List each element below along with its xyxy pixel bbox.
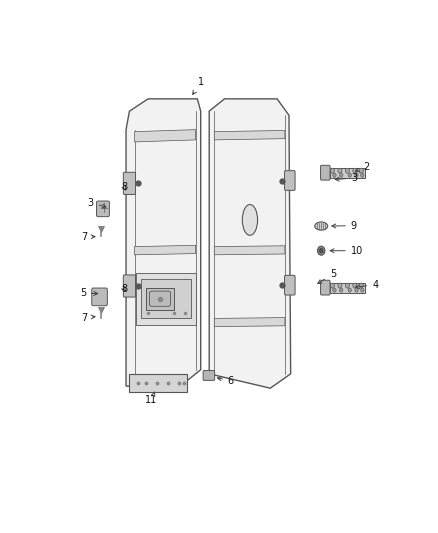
FancyBboxPatch shape [124, 275, 135, 297]
Polygon shape [136, 273, 196, 325]
Text: 2: 2 [355, 163, 370, 172]
Text: 5: 5 [80, 288, 98, 298]
Text: 3: 3 [88, 198, 106, 208]
Text: 3: 3 [335, 173, 358, 183]
Polygon shape [130, 374, 187, 392]
Circle shape [338, 283, 342, 288]
Polygon shape [214, 131, 285, 140]
Text: 8: 8 [121, 284, 127, 294]
Circle shape [330, 283, 335, 288]
Circle shape [330, 168, 335, 173]
Circle shape [318, 246, 325, 255]
Circle shape [339, 288, 343, 292]
FancyBboxPatch shape [149, 291, 170, 306]
FancyBboxPatch shape [321, 280, 330, 295]
Polygon shape [209, 99, 291, 388]
Circle shape [338, 168, 342, 173]
Text: 8: 8 [121, 182, 127, 192]
Circle shape [353, 283, 357, 288]
Polygon shape [141, 279, 191, 318]
Circle shape [345, 168, 350, 173]
Polygon shape [134, 130, 196, 142]
Circle shape [360, 288, 364, 292]
Polygon shape [146, 288, 173, 310]
Circle shape [359, 283, 363, 288]
Text: 9: 9 [332, 221, 357, 231]
FancyBboxPatch shape [285, 171, 295, 190]
Text: 6: 6 [217, 376, 234, 386]
Text: 7: 7 [81, 232, 95, 242]
Text: 1: 1 [193, 77, 204, 94]
Text: 5: 5 [318, 269, 336, 284]
FancyBboxPatch shape [321, 165, 330, 180]
Polygon shape [214, 318, 285, 327]
Polygon shape [214, 246, 285, 255]
Circle shape [333, 173, 336, 177]
Ellipse shape [315, 222, 328, 230]
Circle shape [355, 173, 358, 177]
Circle shape [348, 173, 351, 177]
Circle shape [339, 173, 343, 177]
Ellipse shape [242, 205, 258, 235]
Text: 4: 4 [356, 280, 378, 290]
Circle shape [359, 168, 363, 173]
Text: 11: 11 [145, 392, 158, 405]
Circle shape [353, 168, 357, 173]
Polygon shape [134, 245, 196, 255]
Circle shape [333, 288, 336, 292]
Text: 10: 10 [330, 246, 363, 256]
Circle shape [355, 288, 358, 292]
FancyBboxPatch shape [124, 172, 135, 195]
FancyBboxPatch shape [203, 370, 215, 381]
Text: 7: 7 [81, 312, 95, 322]
FancyBboxPatch shape [92, 288, 107, 306]
Circle shape [360, 173, 364, 177]
FancyBboxPatch shape [285, 276, 295, 295]
Polygon shape [126, 99, 201, 386]
FancyBboxPatch shape [96, 201, 110, 216]
FancyBboxPatch shape [330, 282, 365, 293]
Circle shape [345, 283, 350, 288]
Circle shape [319, 248, 323, 253]
Circle shape [348, 288, 351, 292]
FancyBboxPatch shape [330, 168, 365, 177]
